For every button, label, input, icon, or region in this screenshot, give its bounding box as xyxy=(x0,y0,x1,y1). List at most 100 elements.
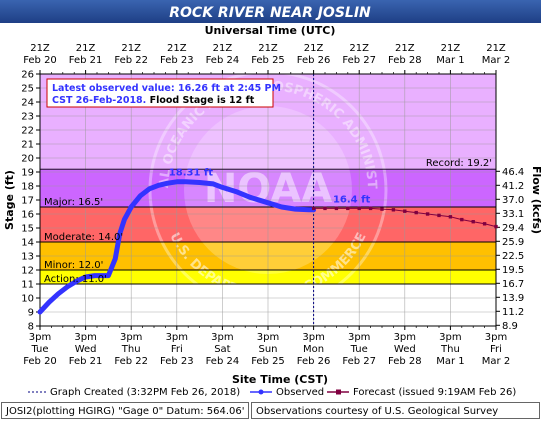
y-tick-label: 9 xyxy=(28,308,34,319)
top-tick-label: 21Z xyxy=(30,43,50,54)
bottom-tick-label: Sat xyxy=(214,344,230,355)
y-tick-label: 11 xyxy=(21,280,34,291)
bottom-tick-label: 3pm xyxy=(302,332,324,343)
right-tick-label: 41.2 xyxy=(502,181,524,192)
zone-label-major: Major: 16.5' xyxy=(44,197,103,208)
bottom-tick-label: Tue xyxy=(30,344,48,355)
bottom-tick-label: Wed xyxy=(394,344,416,355)
y-tick-label: 8 xyxy=(28,322,34,333)
bottom-tick-label: 3pm xyxy=(348,332,370,343)
top-tick-label: 21Z xyxy=(304,43,324,54)
annotation-label: 16.4 ft xyxy=(333,194,371,205)
right-tick-label: 25.9 xyxy=(502,237,524,248)
bottom-tick-label: Feb 25 xyxy=(251,356,285,367)
bottom-tick-label: 3pm xyxy=(394,332,416,343)
bottom-tick-label: Fri xyxy=(490,344,502,355)
bottom-tick-label: Feb 27 xyxy=(342,356,376,367)
y-tick-label: 13 xyxy=(21,252,34,263)
top-tick-label: 21Z xyxy=(395,43,415,54)
bottom-tick-label: Feb 24 xyxy=(206,356,240,367)
forecast-point xyxy=(448,215,453,219)
info-box xyxy=(46,78,274,108)
right-tick-label: 22.5 xyxy=(502,251,524,262)
bottom-tick-label: Tue xyxy=(350,344,368,355)
bottom-tick-label: Wed xyxy=(75,344,97,355)
forecast-point xyxy=(437,213,441,218)
bottom-tick-label: Mon xyxy=(303,344,324,355)
right-tick-label: 11.2 xyxy=(502,307,524,318)
forecast-point xyxy=(357,206,361,211)
y-tick-label: 12 xyxy=(21,266,34,277)
forecast-point xyxy=(334,206,339,211)
bottom-tick-label: Mar 1 xyxy=(436,356,464,367)
top-tick-label: 21Z xyxy=(441,43,461,54)
y-axis-label: Stage (ft) xyxy=(3,170,16,230)
bottom-tick-label: Feb 21 xyxy=(69,356,103,367)
bottom-tick-label: Thu xyxy=(121,344,141,355)
y-tick-label: 24 xyxy=(21,98,34,109)
title-bar xyxy=(0,0,541,23)
bottom-tick-label: Thu xyxy=(440,344,460,355)
top-tick-label-date: Feb 20 xyxy=(23,55,57,66)
bottom-tick-label: Feb 20 xyxy=(23,356,57,367)
top-tick-label-date: Feb 24 xyxy=(206,55,240,66)
bottom-tick-label: 3pm xyxy=(74,332,96,343)
info-box-line2: CST 26-Feb-2018. Flood Stage is 12 ft xyxy=(52,95,255,106)
forecast-point xyxy=(425,212,430,216)
observed-series-line xyxy=(37,179,317,315)
x-axis-label: Site Time (CST) xyxy=(232,373,328,386)
bottom-tick-label: Mar 2 xyxy=(482,356,510,367)
right-tick-label: 19.5 xyxy=(502,265,524,276)
y-tick-label: 25 xyxy=(21,84,34,95)
bottom-tick-label: Sun xyxy=(258,344,277,355)
top-tick-label-date: Feb 26 xyxy=(297,55,331,66)
y-tick-label: 14 xyxy=(21,238,34,249)
bottom-tick-label: Fri xyxy=(171,344,183,355)
right-tick-label: 29.4 xyxy=(502,223,524,234)
bottom-tick-label: 3pm xyxy=(439,332,461,343)
right-tick-label: 33.1 xyxy=(502,209,524,220)
y-tick-label: 16 xyxy=(21,210,34,221)
legend-marker-observed xyxy=(258,389,264,395)
bottom-tick-label: 3pm xyxy=(120,332,142,343)
y-tick-label: 10 xyxy=(21,294,34,305)
top-tick-label: 21Z xyxy=(76,43,96,54)
legend-marker-forecast xyxy=(336,389,341,395)
top-axis-label: Universal Time (UTC) xyxy=(205,24,336,37)
forecast-point xyxy=(414,210,418,215)
info-box-line1: Latest observed value: 16.26 ft at 2:45 … xyxy=(52,83,281,94)
y-tick-label: 21 xyxy=(21,140,34,151)
zone-label-record: Record: 19.2' xyxy=(426,158,492,169)
forecast-point xyxy=(368,206,373,211)
top-tick-label-date: Feb 23 xyxy=(160,55,194,66)
bottom-tick-label: 3pm xyxy=(166,332,188,343)
footer-datum: JOSI2(plotting HGIRG) "Gage 0" Datum: 56… xyxy=(1,402,249,419)
y-tick-label: 23 xyxy=(21,112,34,123)
right-tick-label: 8.9 xyxy=(502,321,518,332)
y-tick-label: 17 xyxy=(21,196,34,207)
forecast-point xyxy=(403,209,407,213)
bottom-tick-label: Feb 26 xyxy=(297,356,331,367)
y-tick-label: 26 xyxy=(21,70,34,81)
right-tick-label: 16.7 xyxy=(502,279,524,290)
top-tick-label-date: Feb 25 xyxy=(251,55,285,66)
top-tick-label: 21Z xyxy=(258,43,278,54)
forecast-point xyxy=(391,208,396,212)
bottom-tick-label: Feb 23 xyxy=(160,356,194,367)
forecast-point xyxy=(471,220,475,224)
top-tick-label: 21Z xyxy=(486,43,506,54)
right-tick-label: 46.4 xyxy=(502,167,524,178)
bottom-tick-label: Feb 22 xyxy=(114,356,148,367)
bottom-tick-label: 3pm xyxy=(211,332,233,343)
chart-title: ROCK RIVER NEAR JOSLIN xyxy=(169,5,371,21)
y-tick-label: 19 xyxy=(21,168,34,179)
zone-label-minor: Minor: 12.0' xyxy=(44,260,103,271)
top-tick-label-date: Mar 1 xyxy=(436,55,464,66)
legend-label-forecast: Forecast (issued 9:19AM Feb 26) xyxy=(353,387,516,398)
forecast-point xyxy=(460,217,464,222)
top-tick-label: 21Z xyxy=(121,43,141,54)
legend-label-graph-created: Graph Created (3:32PM Feb 26, 2018) xyxy=(50,387,240,398)
forecast-point xyxy=(494,224,498,229)
top-tick-label-date: Feb 21 xyxy=(69,55,103,66)
